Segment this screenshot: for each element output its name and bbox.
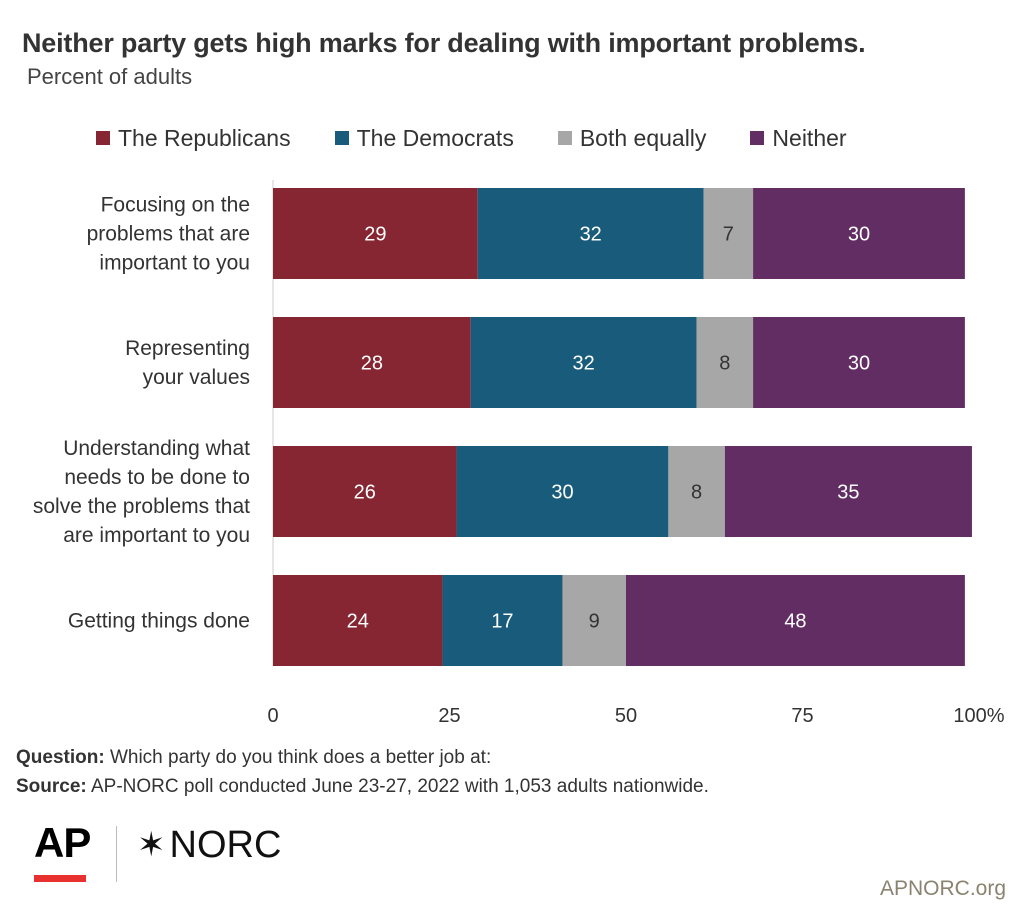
data-label: 28 [361, 353, 383, 375]
category-label-line: Focusing on the [101, 194, 250, 217]
chart-title: Neither party gets high marks for dealin… [22, 28, 866, 58]
category-label-line: solve the problems that [33, 495, 250, 518]
legend-swatch [334, 131, 349, 145]
chart-footer: Question: Which party do you think does … [16, 743, 709, 801]
norc-logo-text: NORC [169, 824, 282, 866]
legend-label: The Democrats [356, 124, 514, 151]
data-label: 30 [848, 224, 870, 246]
chart-plot: Focusing on the problems that are importan… [33, 180, 1005, 727]
data-label: 26 [354, 482, 376, 504]
bar-segment [724, 446, 972, 537]
ap-logo: AP [34, 819, 91, 866]
chart-subtitle: Percent of adults [27, 64, 193, 89]
bar-segment [626, 575, 965, 666]
category-label: Focusing on the problems that are importan… [87, 194, 250, 275]
bar-segment [442, 575, 563, 666]
question-text: Which party do you think does a better j… [104, 747, 492, 768]
bar-segment [456, 446, 669, 537]
legend-swatch [96, 131, 110, 145]
category-label: Understanding what needs to be done to sol… [33, 437, 250, 547]
x-tick-label: 25 [438, 705, 460, 727]
data-label: 17 [491, 611, 513, 633]
category-label-line: Understanding what [63, 437, 250, 460]
category-label-line: are important to you [63, 524, 250, 547]
legend-item: The Democrats [334, 124, 514, 152]
bar-segment [273, 446, 457, 537]
category-label-line: your values [143, 366, 250, 389]
question-label: Question: [16, 747, 105, 768]
data-label: 29 [364, 224, 386, 246]
legend-swatch [750, 131, 765, 145]
logo-divider [116, 826, 117, 882]
data-label: 48 [784, 611, 806, 633]
bar-segment [273, 575, 443, 666]
category-label-line: Representing [125, 337, 250, 360]
legend-item: Neither [750, 124, 847, 152]
data-label: 8 [719, 353, 730, 375]
bar-segment [696, 317, 754, 408]
data-label: 9 [589, 611, 600, 633]
legend: The Republicans The Democrats Both equally… [96, 124, 847, 152]
legend-label: Neither [772, 124, 847, 151]
category-label: Getting things done [68, 610, 250, 633]
data-label: 32 [580, 224, 602, 246]
ap-logo-underline [34, 875, 86, 882]
legend-label: Both equally [579, 124, 707, 151]
bar-segment [477, 188, 704, 279]
bar-segment [753, 317, 965, 408]
bar-segment [562, 575, 626, 666]
data-label: 32 [573, 353, 595, 375]
category-label: Representing your values [125, 337, 250, 389]
data-label: 35 [837, 482, 859, 504]
data-label: 7 [723, 224, 734, 246]
source-label: Source: [16, 776, 87, 797]
bar-segment [273, 317, 471, 408]
asterisk-star-icon: ✶ [137, 826, 166, 864]
legend-swatch [557, 131, 572, 145]
source-text: AP-NORC poll conducted June 23-27, 2022 … [86, 776, 709, 797]
question-line: Question: Which party do you think does … [16, 743, 709, 772]
category-label-line: important to you [99, 252, 250, 275]
bar-segment [753, 188, 965, 279]
bar-segment [703, 188, 754, 279]
source-line: Source: AP-NORC poll conducted June 23-2… [16, 772, 709, 801]
x-tick-label: 50 [615, 705, 637, 727]
x-tick-label: 100% [953, 705, 1004, 727]
category-label-line: Getting things done [68, 610, 250, 633]
data-label: 24 [347, 611, 369, 633]
data-label: 30 [551, 482, 573, 504]
bar-segment [470, 317, 697, 408]
x-tick-label: 75 [791, 705, 813, 727]
data-label: 8 [691, 482, 702, 504]
category-label-line: problems that are [87, 223, 250, 246]
data-label: 30 [848, 353, 870, 375]
bar-segment [668, 446, 725, 537]
norc-logo: ✶ NORC [137, 826, 281, 864]
category-label-line: needs to be done to [64, 466, 250, 489]
legend-item: The Republicans [96, 125, 291, 152]
legend-item: Both equally [557, 124, 707, 152]
website-link[interactable]: APNORC.org [879, 877, 1006, 900]
legend-label: The Republicans [118, 124, 291, 151]
x-tick-label: 0 [267, 705, 278, 727]
bar-segment [273, 188, 478, 279]
